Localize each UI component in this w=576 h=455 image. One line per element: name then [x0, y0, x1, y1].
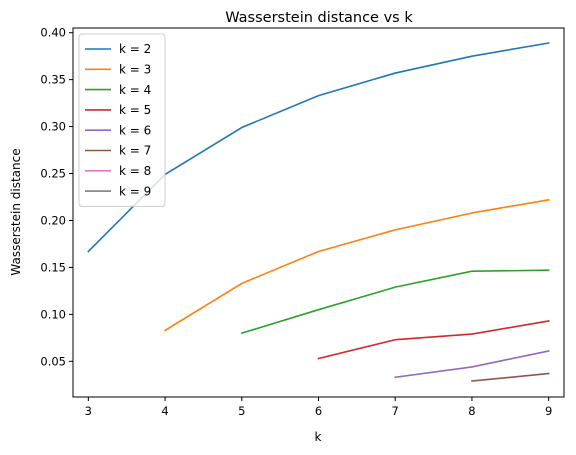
legend-entry: k = 8 — [85, 164, 151, 178]
legend-label: k = 9 — [119, 184, 151, 198]
legend-entry: k = 7 — [85, 144, 151, 158]
legend-entry: k = 2 — [85, 42, 151, 56]
x-tick-label: 5 — [238, 404, 245, 418]
y-tick-label: 0.05 — [40, 354, 66, 368]
legend-entry: k = 4 — [85, 83, 151, 97]
series-line-k-3 — [163, 198, 550, 332]
x-tick-label: 8 — [468, 404, 475, 418]
y-tick-label: 0.30 — [40, 120, 66, 134]
x-tick-label: 9 — [545, 404, 552, 418]
x-tick-label: 7 — [392, 404, 399, 418]
y-axis: 0.05 0.10 0.15 0.20 0.25 0.30 0.35 0.40 — [40, 26, 73, 368]
x-tick-label: 3 — [85, 404, 92, 418]
legend: k = 2 k = 3 k = 4 k = 5 k = 6 k = 7 k = 8 k = 9 — [78, 33, 166, 207]
x-axis: 3 4 5 6 7 8 9 — [85, 397, 552, 418]
x-tick-label: 6 — [315, 404, 322, 418]
y-tick-label: 0.10 — [40, 307, 66, 321]
legend-entry: k = 6 — [85, 123, 151, 137]
x-tick-label: 4 — [161, 404, 168, 418]
y-tick-label: 0.15 — [40, 260, 66, 274]
legend-label: k = 6 — [119, 123, 151, 137]
legend-label: k = 4 — [119, 83, 151, 97]
legend-label: k = 3 — [119, 63, 151, 77]
series-line-k-5 — [317, 320, 550, 360]
y-tick-label: 0.40 — [40, 26, 66, 40]
y-axis-label: Wasserstein distance — [9, 148, 23, 275]
legend-box — [78, 33, 166, 207]
chart-title: Wasserstein distance vs k — [225, 10, 413, 26]
legend-entry: k = 9 — [85, 184, 151, 198]
legend-entry: k = 5 — [85, 103, 151, 117]
series-line-k-4 — [240, 269, 550, 335]
legend-label: k = 2 — [119, 42, 151, 56]
legend-label: k = 8 — [119, 164, 151, 178]
y-tick-label: 0.35 — [40, 73, 66, 87]
x-axis-label: k — [315, 430, 322, 444]
legend-label: k = 7 — [119, 144, 151, 158]
series-line-k-7 — [471, 372, 550, 382]
y-tick-label: 0.25 — [40, 167, 66, 181]
series-line-k-6 — [394, 350, 550, 379]
legend-label: k = 5 — [119, 103, 151, 117]
legend-entry: k = 3 — [85, 63, 151, 77]
y-tick-label: 0.20 — [40, 213, 66, 227]
